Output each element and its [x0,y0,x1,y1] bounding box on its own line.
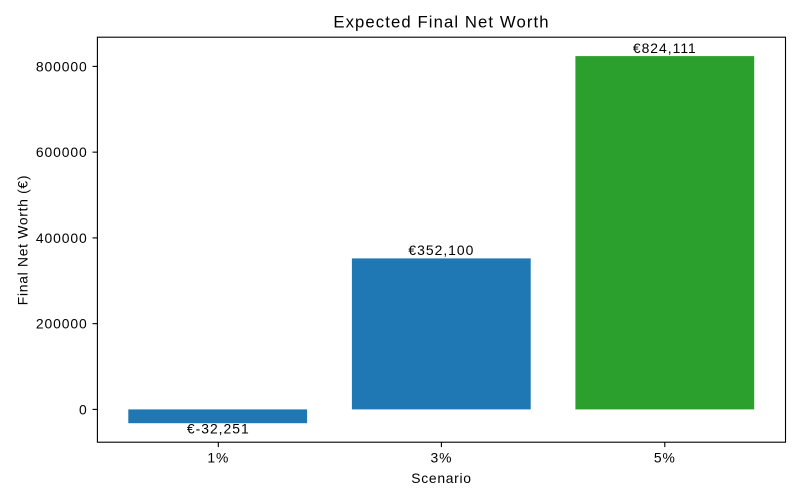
svg-text:€-32,251: €-32,251 [187,421,250,437]
svg-text:€352,100: €352,100 [408,242,474,258]
svg-text:€824,111: €824,111 [633,40,697,56]
svg-text:1%: 1% [207,450,229,466]
svg-text:Final Net Worth (€): Final Net Worth (€) [15,175,31,305]
svg-text:Expected Final Net Worth: Expected Final Net Worth [333,13,549,32]
svg-text:200000: 200000 [36,316,88,332]
svg-text:800000: 800000 [36,58,88,74]
svg-text:400000: 400000 [36,230,88,246]
svg-text:600000: 600000 [36,144,88,160]
svg-text:0: 0 [79,401,88,417]
svg-text:3%: 3% [430,450,452,466]
svg-text:Scenario: Scenario [411,470,471,486]
svg-text:5%: 5% [654,450,676,466]
